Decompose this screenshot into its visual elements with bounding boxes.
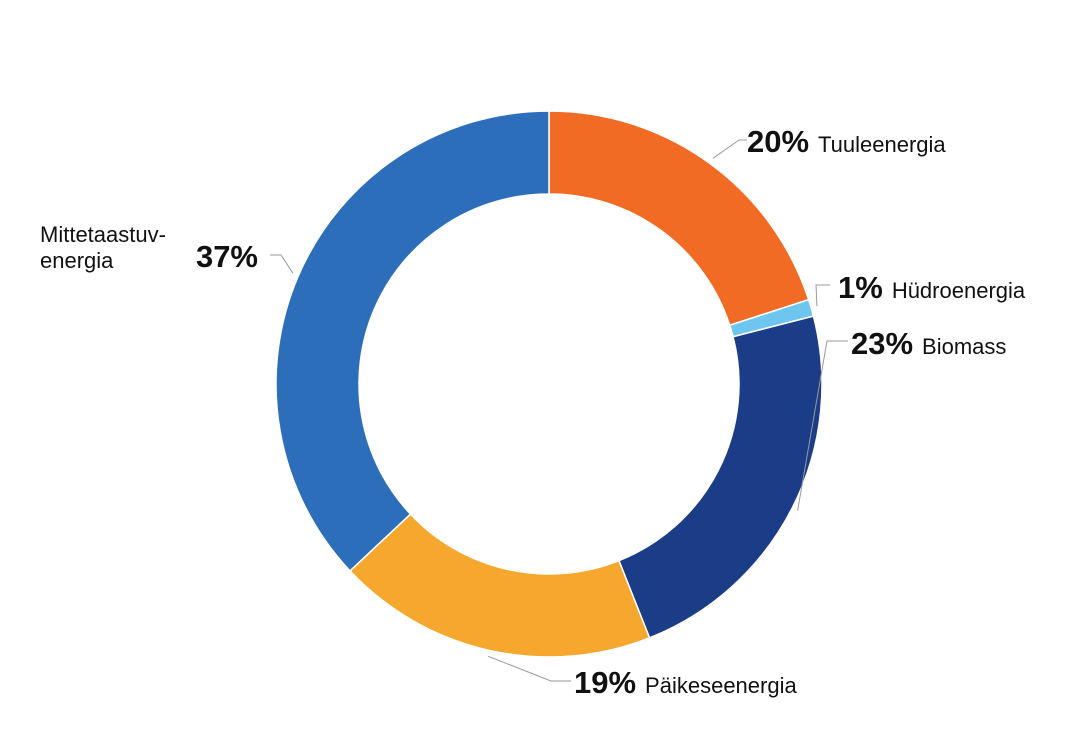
slice-label-paikeseenergia: 19% Päikeseenergia [574, 665, 797, 700]
category-label-tuuleenergia: Tuuleenergia [818, 132, 946, 157]
donut-slices [275, 110, 823, 658]
value-label-biomass: 23% [851, 326, 913, 361]
value-label-hudroenergia: 1% [838, 270, 883, 305]
value-label-mittetaastuv-energia: 37% [196, 239, 258, 274]
category-label-hudroenergia: Hüdroenergia [892, 278, 1026, 303]
category-label-mittetaastuv-energia: Mittetaastuv-energia [40, 222, 166, 273]
leader-line-tuuleenergia [712, 139, 747, 159]
slice-label-hudroenergia: 1% Hüdroenergia [838, 270, 1026, 305]
slice-mittetaastuv-energia [275, 110, 550, 572]
leader-line-paikeseenergia [487, 655, 571, 682]
value-label-tuuleenergia: 20% [747, 124, 809, 159]
value-label-paikeseenergia: 19% [574, 665, 636, 700]
label-leader-lines [270, 139, 848, 682]
slice-biomass [617, 315, 823, 639]
category-label-paikeseenergia: Päikeseenergia [645, 673, 797, 698]
slice-label-tuuleenergia: 20% Tuuleenergia [747, 124, 946, 159]
slice-labels: 20% Tuuleenergia 1% Hüdroenergia 23% Biomass 1… [40, 124, 1026, 700]
slice-paikeseenergia [348, 513, 651, 658]
leader-line-mittetaastuv-energia [270, 254, 294, 274]
category-label-line: energia [40, 248, 114, 273]
leader-line-hudroenergia [815, 284, 830, 307]
slice-label-biomass: 23% Biomass [851, 326, 1006, 361]
category-label-line: Mittetaastuv- [40, 222, 166, 247]
leader-line-biomass [797, 340, 848, 511]
category-label-biomass: Biomass [922, 334, 1006, 359]
